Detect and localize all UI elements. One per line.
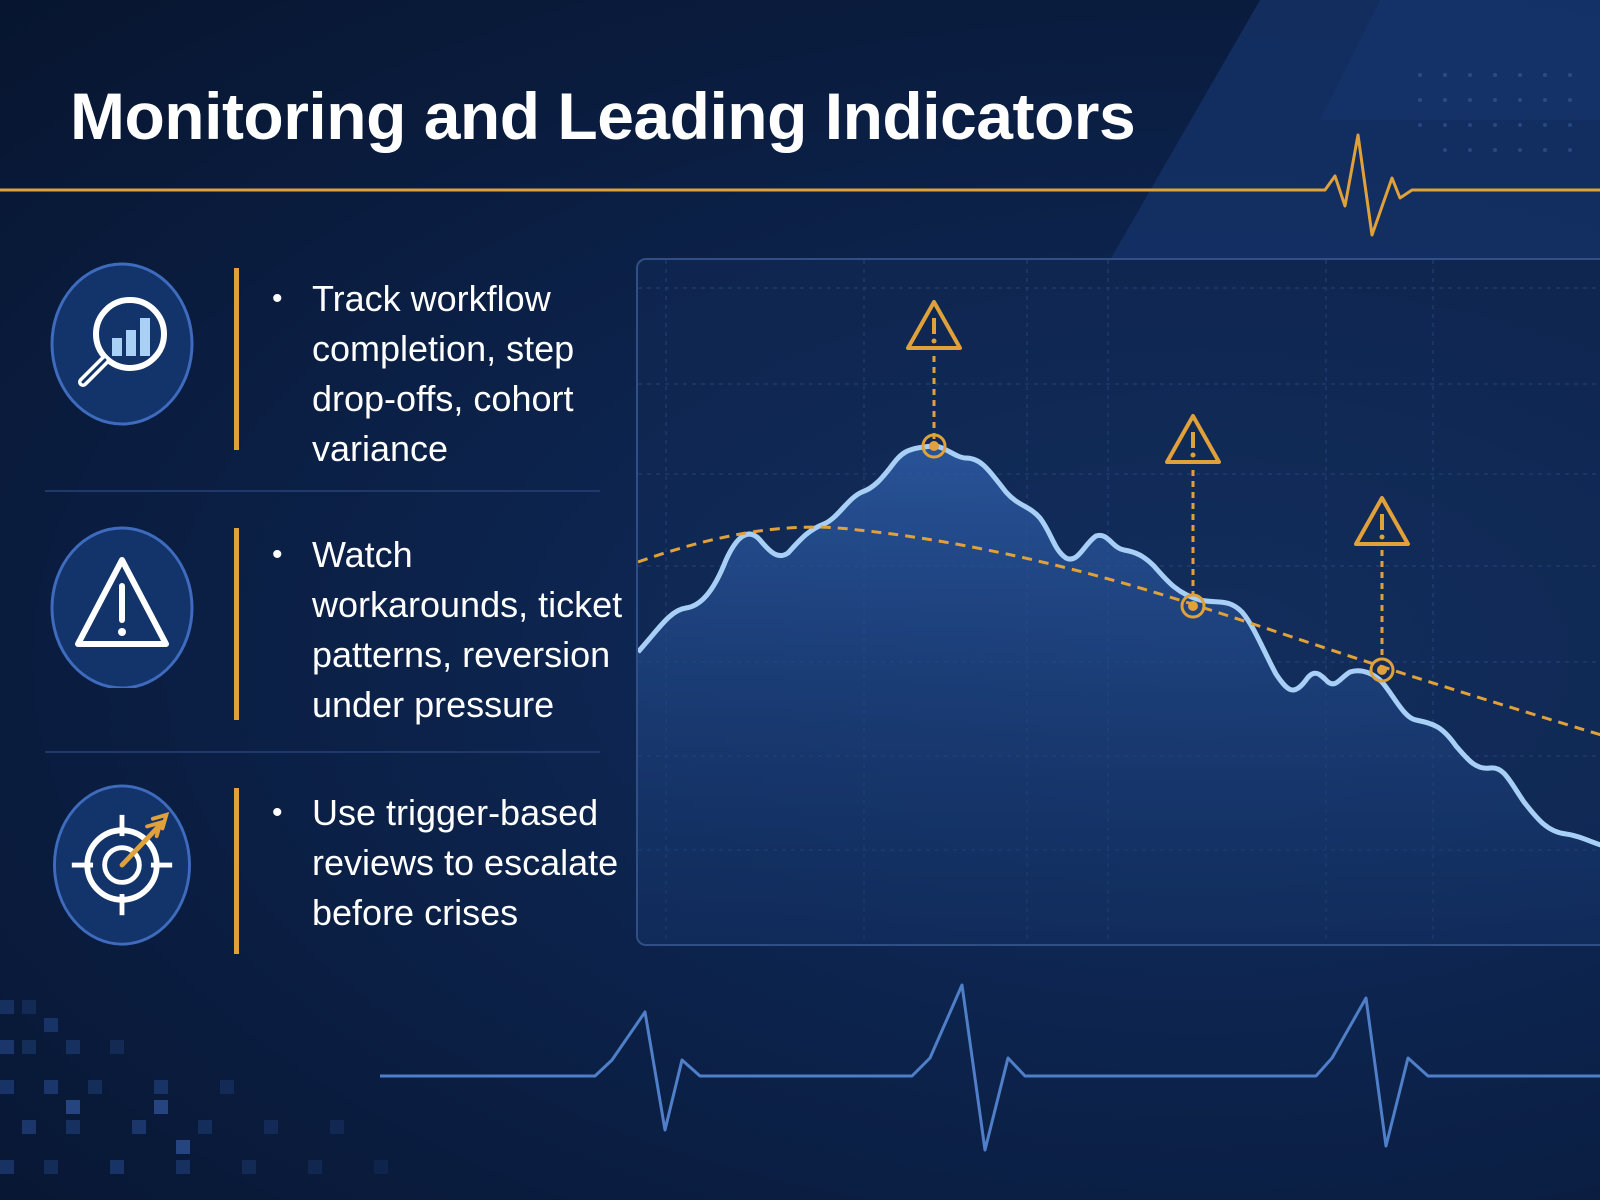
pixel-grid-bottom-left xyxy=(0,1000,388,1174)
alert-marker xyxy=(1354,496,1410,683)
alert-marker xyxy=(1165,414,1221,619)
accent-bar xyxy=(234,528,239,720)
indicator-text-content: Use trigger-based reviews to escalate be… xyxy=(312,792,619,933)
accent-bar xyxy=(234,268,239,450)
indicator-item-workarounds: • Watch workarounds, ticket patterns, re… xyxy=(0,524,622,725)
dot-grid-top-right xyxy=(1418,73,1572,152)
indicator-text-content: Watch workarounds, ticket patterns, reve… xyxy=(312,534,623,725)
trend-line xyxy=(638,443,1600,848)
magnifier-bar-chart-icon xyxy=(50,262,194,426)
heartbeat-line xyxy=(380,983,1600,1152)
indicator-item-workflow: • Track workflow completion, step drop-o… xyxy=(0,262,620,469)
indicator-text: • Track workflow completion, step drop-o… xyxy=(272,274,632,474)
indicator-item-triggers: • Use trigger-based reviews to escalate … xyxy=(0,784,620,954)
bullet: • xyxy=(272,538,283,571)
target-arrow-icon xyxy=(53,784,191,946)
page-title: Monitoring and Leading Indicators xyxy=(70,79,1136,153)
warning-triangle-icon xyxy=(50,526,194,688)
alert-marker xyxy=(906,300,962,459)
trend-area xyxy=(638,446,1600,944)
header-rule xyxy=(0,133,1600,237)
bullet: • xyxy=(272,282,283,315)
indicator-text: • Use trigger-based reviews to escalate … xyxy=(272,788,632,938)
bullet: • xyxy=(272,796,283,829)
accent-bar xyxy=(234,788,239,954)
trend-chart-panel xyxy=(636,258,1600,946)
trend-illustration xyxy=(638,260,1600,944)
indicator-text: • Watch workarounds, ticket patterns, re… xyxy=(272,530,632,730)
indicator-text-content: Track workflow completion, step drop-off… xyxy=(312,278,575,469)
